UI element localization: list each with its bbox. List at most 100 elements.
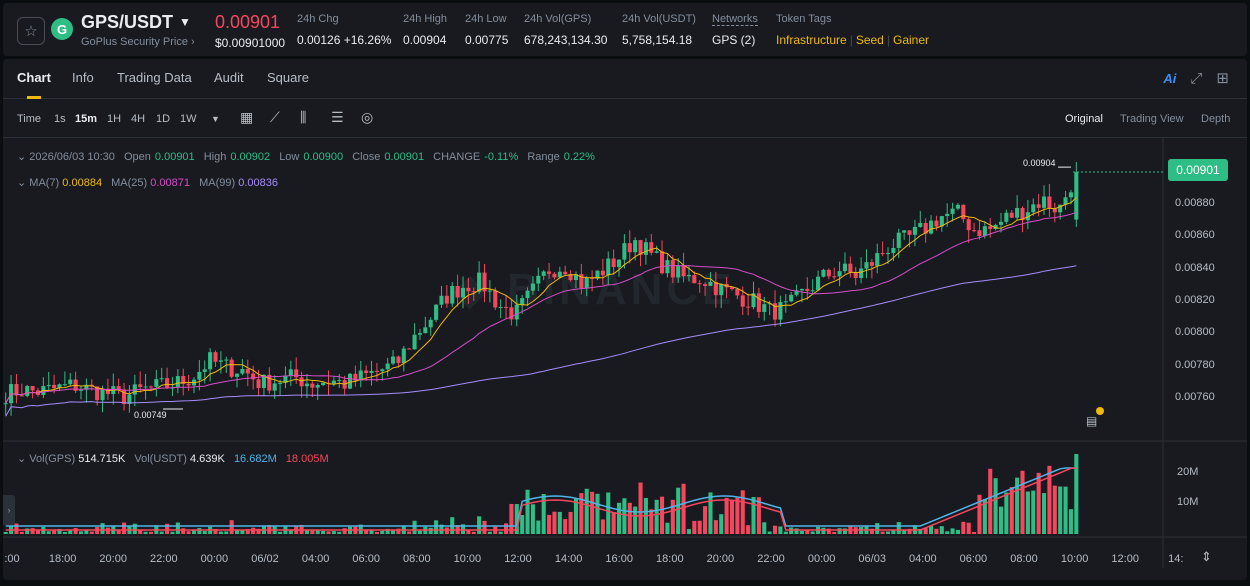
- volume-bar: [778, 526, 783, 534]
- volume-bar: [229, 520, 234, 534]
- interval-1d[interactable]: 1D: [156, 113, 171, 125]
- candle-body: [46, 384, 51, 387]
- candle-body: [950, 208, 955, 214]
- tab-chart[interactable]: Chart: [17, 70, 51, 85]
- candle-body: [380, 369, 385, 372]
- volume-bar: [842, 528, 848, 534]
- candle-body: [837, 271, 842, 277]
- y-tick: 0.00840: [1175, 262, 1215, 274]
- view-trading-view[interactable]: Trading View: [1120, 113, 1184, 125]
- candle-body: [686, 275, 691, 277]
- candle-body: [385, 363, 390, 370]
- pair-selector[interactable]: GPS/USDT: [81, 12, 174, 32]
- indicator-settings-icon[interactable]: ☰: [331, 109, 344, 125]
- view-depth[interactable]: Depth: [1201, 113, 1231, 125]
- volume-bar: [703, 506, 708, 534]
- interval-1h[interactable]: 1H: [107, 113, 122, 125]
- volume-bar: [396, 528, 401, 534]
- expand-icon[interactable]: ⤢: [1190, 69, 1203, 87]
- caret-down-icon[interactable]: ▼: [179, 15, 191, 29]
- chart-toolbar: Time 1s 15m 1H 4H 1D 1W ▼ ▦ ⟋ ⫼ ☰ ◎ Orig…: [3, 100, 1247, 138]
- x-tick: 14:00: [554, 553, 583, 565]
- x-tick: :00: [4, 553, 20, 565]
- volume-ma2-line: [5, 467, 1077, 531]
- candle-body: [713, 281, 718, 296]
- volume-bar: [1041, 493, 1047, 534]
- candle-type-icon[interactable]: ⫼: [300, 109, 307, 125]
- volume-bar: [342, 528, 347, 534]
- candle-body: [988, 226, 993, 229]
- chart-settings-icon[interactable]: ◎: [361, 109, 374, 125]
- volume-bar: [186, 531, 191, 534]
- interval-dropdown-icon[interactable]: ▼: [211, 114, 220, 124]
- volume-bar: [541, 493, 546, 534]
- candlestick-chart[interactable]: [3, 138, 1247, 580]
- calendar-icon[interactable]: ▦: [240, 109, 254, 125]
- x-tick: 12:00: [504, 553, 532, 565]
- tag-gainer[interactable]: Gainer: [892, 33, 930, 47]
- tab-trading-data[interactable]: Trading Data: [117, 70, 192, 85]
- time-label[interactable]: Time: [17, 113, 42, 125]
- tab-square[interactable]: Square: [267, 70, 309, 85]
- x-tick: 22:00: [757, 553, 785, 565]
- interval-1w[interactable]: 1W: [180, 113, 197, 125]
- layout-grid-icon[interactable]: ⊞: [1216, 70, 1229, 87]
- candle-body: [477, 272, 482, 292]
- candle-body: [832, 276, 837, 278]
- volume-bar: [1036, 472, 1041, 534]
- tag-infrastructure[interactable]: Infrastructure: [776, 33, 847, 47]
- ai-icon[interactable]: Ai: [1163, 70, 1177, 86]
- volume-bar: [1074, 454, 1079, 534]
- candle-body: [154, 379, 159, 387]
- tab-audit[interactable]: Audit: [214, 70, 244, 85]
- tab-info[interactable]: Info: [72, 70, 94, 85]
- candle-body: [1025, 212, 1030, 221]
- high-annotation: 0.00904: [1021, 158, 1058, 168]
- interval-1s[interactable]: 1s: [54, 113, 66, 125]
- candle-body: [934, 220, 939, 227]
- ma-legend: ⌄ MA(7) 0.00884 MA(25) 0.00871 MA(99) 0.…: [17, 177, 278, 189]
- candle-body: [891, 247, 896, 254]
- volume-bar: [977, 494, 982, 534]
- candle-body: [821, 269, 826, 277]
- alert-icon[interactable]: ▤: [1086, 414, 1098, 428]
- volume-bar: [315, 529, 320, 534]
- candle-body: [1068, 192, 1073, 198]
- volume-bar: [633, 506, 638, 534]
- volume-bar: [132, 523, 137, 534]
- reset-scale-icon[interactable]: ⇕: [1201, 549, 1212, 564]
- favorite-star-icon[interactable]: ☆: [17, 17, 45, 45]
- collapse-left-icon[interactable]: ›: [3, 495, 15, 525]
- alert-dot: [1096, 407, 1104, 415]
- candle-body: [729, 287, 735, 290]
- candle-body: [1063, 197, 1068, 205]
- volume-bar: [724, 497, 729, 534]
- candle-body: [902, 230, 907, 233]
- candle-body: [783, 301, 788, 303]
- last-price-usd: $0.00901000: [215, 36, 286, 50]
- volume-bar: [159, 531, 164, 534]
- volume-bar: [729, 500, 735, 534]
- interval-4h[interactable]: 4H: [131, 113, 146, 125]
- candle-body: [918, 222, 923, 227]
- security-price-link[interactable]: GoPlus Security Price ›: [81, 36, 195, 48]
- candle-body: [896, 232, 901, 248]
- volume-bar: [331, 531, 336, 534]
- volume-bar: [982, 499, 987, 534]
- volume-bar: [256, 528, 261, 534]
- volume-bar: [326, 531, 331, 534]
- candle-body: [30, 386, 35, 391]
- stat-networks[interactable]: Networks GPS (2): [712, 13, 758, 47]
- volume-bar: [606, 492, 611, 534]
- view-original[interactable]: Original: [1065, 113, 1103, 125]
- tag-seed[interactable]: Seed: [855, 33, 884, 47]
- x-tick: 18:00: [48, 553, 77, 565]
- interval-15m[interactable]: 15m: [75, 113, 98, 125]
- volume-bar: [719, 514, 724, 534]
- candle-body: [347, 373, 353, 389]
- ma25-line: [5, 211, 1077, 404]
- line-tool-icon[interactable]: ⟋: [270, 109, 280, 125]
- candle-body: [57, 384, 62, 389]
- volume-bar: [1031, 490, 1036, 534]
- ma7-line: [5, 197, 1077, 404]
